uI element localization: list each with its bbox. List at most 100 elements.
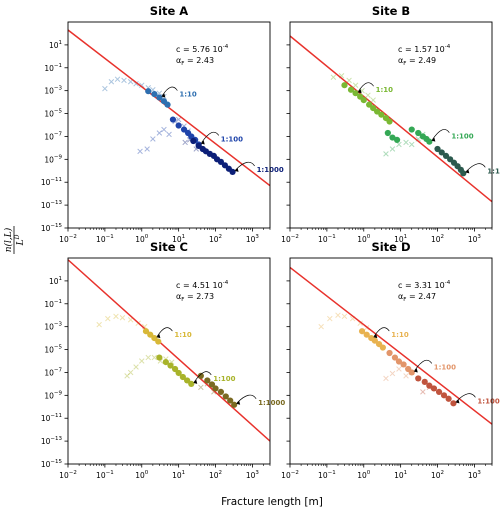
- data-point: [435, 388, 443, 395]
- data-point: [378, 111, 385, 118]
- data-point: [415, 375, 422, 382]
- y-tick-label: 10−11: [41, 177, 62, 187]
- y-tick-label: 10−3: [44, 322, 62, 332]
- y-axis-label: n(l,L) LD: [3, 226, 26, 254]
- cross-marker: [182, 139, 188, 146]
- panel-site-d: Site D 10−2 10−1 100 101 102 103 1:10 1:100 1:100…: [281, 240, 500, 480]
- x-tick-label: 103: [468, 234, 482, 244]
- cross-marker: [403, 139, 409, 146]
- cross-marker: [114, 76, 121, 82]
- cross-marker: [133, 364, 139, 370]
- scale-arrow: [157, 327, 173, 337]
- scale-arrowhead: [161, 93, 166, 98]
- cross-marker: [335, 312, 341, 318]
- cross-marker: [105, 315, 111, 322]
- cross-marker: [352, 82, 359, 88]
- y-tick-label: 10−15: [41, 223, 63, 233]
- plot-area: [68, 259, 270, 442]
- alpha-annotation: αF = 2.49: [398, 56, 436, 67]
- x-tick-label: 100: [135, 470, 149, 480]
- scale-label: 1:100: [213, 375, 235, 383]
- data-point: [175, 122, 182, 129]
- cross-marker: [124, 373, 130, 379]
- x-tick-label: 10−2: [281, 234, 299, 244]
- data-point: [371, 337, 378, 344]
- data-point: [434, 145, 441, 153]
- x-tick-label: 103: [246, 470, 260, 480]
- scale-arrow: [236, 394, 257, 404]
- data-point: [460, 170, 467, 177]
- scale-arrowhead: [431, 137, 436, 142]
- cross-marker: [113, 313, 119, 320]
- x-tick-label: 10−1: [318, 470, 336, 480]
- data-point: [374, 108, 381, 115]
- x-tick-label: 102: [209, 470, 222, 480]
- panels-group: Site A 10−2 10−1 100 101 102 103 10−15 10−13 10−1…: [41, 4, 500, 480]
- cross-marker: [156, 130, 163, 136]
- data-point: [341, 82, 348, 89]
- data-point: [208, 381, 216, 388]
- data-point: [175, 369, 182, 377]
- scale-arrowhead: [234, 167, 239, 172]
- plot-area: [68, 29, 270, 187]
- data-point: [426, 138, 433, 145]
- plot-area: [290, 35, 492, 203]
- cross-marker: [389, 146, 396, 152]
- y-axis-label-denominator: LD: [14, 234, 26, 246]
- cross-marker: [119, 315, 126, 321]
- y-tick-label: 10−7: [44, 131, 62, 141]
- scale-label: 1:10: [174, 331, 192, 339]
- data-point: [164, 101, 171, 108]
- cross-marker: [318, 323, 324, 330]
- y-tick-label: 10−9: [44, 154, 62, 164]
- x-tick-label: 101: [172, 470, 185, 480]
- data-point: [142, 328, 150, 335]
- data-point: [212, 385, 219, 392]
- x-tick-label: 10−2: [59, 234, 77, 244]
- data-point: [440, 392, 448, 399]
- cross-marker: [420, 389, 426, 395]
- panel-frame: [289, 257, 493, 465]
- cross-marker: [408, 141, 415, 148]
- data-point: [386, 349, 393, 357]
- cross-marker: [102, 85, 108, 92]
- cross-marker: [133, 81, 139, 87]
- scale-arrow: [466, 163, 486, 172]
- y-tick-label: 10−1: [44, 299, 62, 309]
- cross-marker: [139, 358, 145, 364]
- scale-label: 1:10: [391, 331, 409, 339]
- data-point: [408, 126, 415, 133]
- scale-label: 1:10: [179, 91, 197, 99]
- cross-marker: [161, 126, 167, 133]
- panel-title: Site B: [372, 4, 410, 18]
- x-axis-label: Fracture length [m]: [221, 496, 323, 508]
- data-point: [352, 90, 359, 97]
- data-point: [395, 358, 403, 365]
- y-tick-label: 101: [49, 40, 62, 50]
- scale-label: 1:1000: [258, 399, 285, 407]
- fit-line: [68, 259, 270, 442]
- data-point: [180, 126, 188, 133]
- data-point: [438, 149, 445, 156]
- cross-marker: [383, 375, 389, 382]
- cross-marker: [357, 320, 363, 326]
- data-point: [430, 385, 438, 392]
- cross-marker: [341, 313, 348, 320]
- scale-arrowhead: [455, 399, 460, 404]
- panel-site-a: Site A 10−2 10−1 100 101 102 103 10−15 10−13 10−1…: [41, 4, 284, 244]
- data-point: [421, 378, 428, 385]
- panel-frame: [289, 21, 493, 229]
- y-tick-label: 10−13: [41, 436, 63, 446]
- data-point: [379, 344, 386, 351]
- x-tick-label: 10−1: [96, 234, 114, 244]
- x-tick-label: 10−1: [96, 470, 114, 480]
- cross-marker: [175, 116, 182, 123]
- x-tick-label: 102: [431, 234, 444, 244]
- data-point: [145, 88, 152, 95]
- fit-line: [68, 29, 270, 187]
- scale-label: 1:100: [434, 363, 456, 371]
- alpha-annotation: αF = 2.43: [176, 56, 214, 67]
- cross-marker: [365, 92, 371, 98]
- cross-marker: [127, 369, 134, 376]
- panel-title: Site D: [371, 240, 410, 254]
